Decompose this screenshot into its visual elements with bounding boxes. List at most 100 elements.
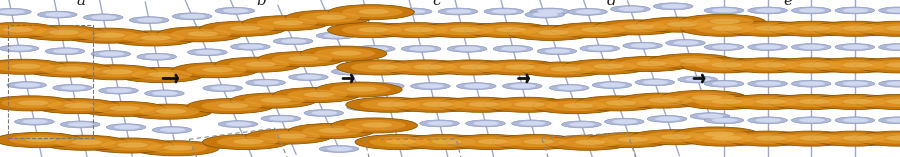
Circle shape	[101, 140, 161, 151]
Circle shape	[419, 27, 459, 34]
Circle shape	[330, 84, 391, 95]
Circle shape	[397, 62, 457, 73]
Circle shape	[301, 46, 387, 61]
Circle shape	[174, 70, 213, 76]
Circle shape	[886, 62, 900, 68]
Circle shape	[632, 95, 692, 106]
Circle shape	[367, 64, 398, 70]
Circle shape	[331, 68, 371, 75]
Circle shape	[363, 46, 389, 51]
Circle shape	[125, 104, 212, 119]
Circle shape	[864, 63, 890, 68]
Circle shape	[606, 57, 692, 72]
Circle shape	[289, 56, 319, 61]
Circle shape	[202, 101, 262, 111]
Circle shape	[695, 23, 755, 34]
Circle shape	[608, 22, 668, 32]
Circle shape	[812, 131, 898, 146]
Circle shape	[661, 90, 747, 105]
Circle shape	[682, 62, 722, 69]
Circle shape	[428, 60, 515, 75]
Circle shape	[575, 9, 601, 14]
Circle shape	[869, 23, 900, 34]
Circle shape	[401, 139, 441, 146]
Circle shape	[782, 97, 842, 107]
Circle shape	[202, 135, 289, 150]
Circle shape	[346, 47, 385, 54]
Circle shape	[704, 7, 743, 14]
Circle shape	[510, 84, 536, 88]
Circle shape	[0, 8, 32, 15]
Circle shape	[587, 133, 673, 148]
Circle shape	[886, 45, 900, 49]
Circle shape	[520, 62, 607, 77]
Circle shape	[72, 32, 97, 36]
Circle shape	[172, 13, 212, 20]
Circle shape	[534, 64, 595, 75]
Circle shape	[400, 102, 426, 107]
Circle shape	[316, 15, 346, 20]
Circle shape	[814, 135, 853, 142]
Circle shape	[382, 121, 407, 126]
Text: c: c	[432, 0, 441, 8]
Circle shape	[296, 75, 322, 79]
Circle shape	[9, 135, 69, 145]
Circle shape	[160, 128, 185, 132]
Circle shape	[842, 45, 868, 49]
Circle shape	[869, 133, 900, 144]
Circle shape	[606, 100, 636, 106]
Circle shape	[564, 25, 625, 35]
Circle shape	[537, 102, 563, 107]
Circle shape	[41, 102, 67, 107]
Circle shape	[187, 99, 274, 114]
Circle shape	[409, 46, 435, 51]
Circle shape	[276, 133, 307, 139]
Circle shape	[147, 143, 207, 153]
Circle shape	[519, 121, 544, 126]
Circle shape	[331, 118, 418, 133]
Circle shape	[450, 27, 481, 32]
Circle shape	[324, 33, 349, 38]
Circle shape	[584, 102, 610, 107]
Circle shape	[603, 26, 628, 31]
Circle shape	[799, 45, 824, 49]
Circle shape	[310, 54, 336, 59]
Circle shape	[493, 45, 533, 52]
Circle shape	[465, 23, 552, 38]
Circle shape	[302, 53, 342, 60]
Circle shape	[691, 95, 722, 100]
Circle shape	[346, 120, 406, 130]
Circle shape	[662, 56, 723, 66]
Circle shape	[269, 116, 294, 121]
Circle shape	[681, 20, 721, 27]
Circle shape	[667, 22, 698, 27]
Circle shape	[340, 126, 366, 130]
Circle shape	[391, 65, 417, 70]
Circle shape	[0, 100, 21, 104]
Circle shape	[152, 91, 178, 95]
Circle shape	[346, 97, 432, 112]
Circle shape	[857, 62, 896, 69]
Circle shape	[482, 65, 508, 70]
Circle shape	[814, 25, 853, 32]
Circle shape	[627, 100, 653, 104]
Circle shape	[554, 142, 580, 146]
Circle shape	[0, 96, 74, 111]
Circle shape	[447, 139, 487, 146]
Circle shape	[342, 25, 402, 35]
Circle shape	[835, 44, 875, 51]
Circle shape	[826, 133, 886, 144]
Circle shape	[724, 95, 811, 110]
Circle shape	[680, 21, 767, 36]
Circle shape	[755, 26, 786, 31]
Circle shape	[618, 7, 644, 11]
Circle shape	[690, 63, 716, 68]
Circle shape	[274, 38, 313, 45]
Circle shape	[202, 85, 242, 92]
Circle shape	[605, 118, 644, 125]
Circle shape	[755, 45, 781, 49]
Circle shape	[799, 99, 829, 104]
Circle shape	[7, 82, 47, 89]
Circle shape	[678, 76, 717, 83]
Circle shape	[726, 25, 766, 32]
